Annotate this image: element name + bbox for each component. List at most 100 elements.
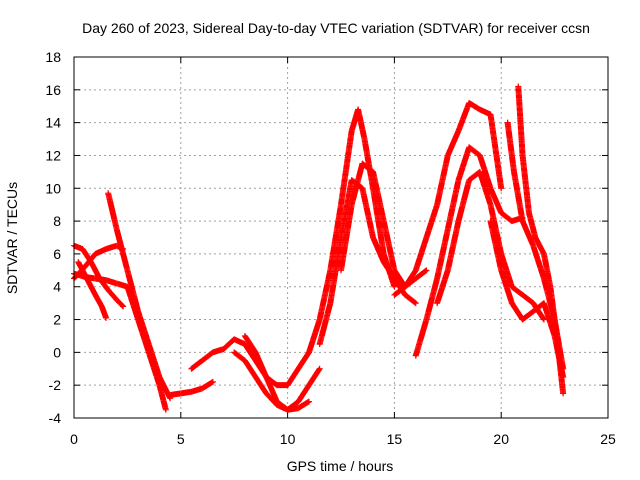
series-track-11 [316, 177, 419, 348]
data-point-trail [455, 178, 472, 223]
data-point-trail [477, 153, 494, 191]
data-point-trail [370, 186, 387, 256]
data-point-trail [253, 350, 269, 379]
data-point-trail [114, 297, 126, 309]
series-track-14 [412, 144, 526, 359]
data-point [412, 300, 419, 307]
series-track-9 [241, 332, 323, 413]
data-point-trail [338, 129, 355, 207]
series-track-12 [338, 160, 430, 290]
data-point-trail [532, 235, 547, 256]
data-point-trail [477, 170, 494, 207]
data-point-trail [157, 375, 173, 401]
data-point-trail [285, 366, 301, 388]
series-track-1 [71, 270, 169, 413]
data-point-trail [520, 219, 536, 248]
data-point-trail [189, 358, 205, 372]
series-track-5 [105, 190, 174, 402]
data-point [209, 378, 216, 385]
x-tick-label: 15 [387, 431, 403, 447]
data-point-trail [445, 129, 461, 158]
data-point-trail [511, 170, 526, 223]
data-point-trail [413, 268, 429, 281]
data-point-trail [242, 358, 258, 379]
data-point-trail [88, 260, 103, 281]
data-point [560, 390, 567, 397]
x-axis-label: GPS time / hours [287, 458, 394, 474]
data-point-trail [349, 161, 366, 207]
y-tick-label: 10 [45, 180, 61, 196]
data-point-trail [403, 292, 418, 306]
data-point-trail [200, 379, 215, 391]
data-point-trail [242, 333, 258, 355]
data-point [120, 303, 127, 310]
data-point-trail [232, 350, 247, 363]
series-track-18 [504, 119, 567, 372]
series-track-15 [434, 168, 547, 323]
data-point-trail [541, 276, 558, 322]
series-track-13 [391, 99, 505, 298]
data-point-trail [338, 178, 355, 240]
data-point-trail [402, 268, 419, 289]
data-point-trail [467, 144, 482, 158]
data-point-trail [360, 161, 376, 175]
data-point-trail [146, 342, 163, 379]
series-track-7 [188, 336, 291, 389]
data-point-trail [498, 268, 515, 305]
data-point-trail [135, 309, 152, 346]
data-point [560, 365, 567, 372]
data-point-trail [487, 112, 505, 190]
data-point-trail [156, 383, 169, 412]
data-point-trail [253, 375, 269, 396]
y-tick-label: 16 [45, 82, 61, 98]
data-point-trail [455, 145, 472, 182]
data-point-trail [487, 202, 504, 256]
data-point-trail [359, 186, 376, 240]
data-point [103, 314, 110, 321]
data-point-trail [84, 276, 98, 297]
data-point-trail [200, 350, 215, 363]
data-point-trail [520, 292, 536, 306]
data-point-trail [114, 227, 131, 273]
y-tick-label: 8 [53, 213, 61, 229]
data-point-trail [97, 276, 111, 293]
y-tick-label: -4 [49, 410, 62, 426]
data-point-trail [355, 107, 368, 141]
data-point-trail [392, 284, 408, 298]
data-point-trail [295, 350, 312, 371]
data-point-trail [445, 178, 462, 232]
data-point-trail [504, 120, 517, 174]
data-point-trail [526, 211, 539, 240]
data-point-trail [488, 186, 504, 215]
data-point [498, 185, 505, 192]
series-track-8 [231, 349, 312, 413]
y-tick-label: 6 [53, 246, 61, 262]
y-tick-label: 18 [45, 49, 61, 65]
x-tick-label: 20 [493, 431, 509, 447]
data-point-trail [434, 268, 451, 305]
data-point-trail [327, 202, 344, 273]
data-point-trail [520, 309, 536, 322]
data-point [162, 406, 169, 413]
data-point-trail [509, 284, 525, 298]
data-point-trail [296, 399, 311, 411]
data-point-trail [221, 337, 237, 352]
data-point-trail [423, 276, 440, 322]
data-point-trail [434, 227, 451, 281]
data-point-trail [423, 202, 440, 240]
data-point-trail [306, 317, 323, 355]
data-point-trail [519, 153, 532, 215]
y-tick-label: -2 [49, 377, 62, 393]
data-point-trail [509, 301, 525, 322]
y-tick-label: 4 [53, 279, 61, 295]
data-point [305, 398, 312, 405]
data-point-trail [467, 100, 482, 112]
data-point-trail [530, 243, 547, 281]
data-point [540, 316, 547, 323]
data-point-trail [370, 235, 387, 264]
series-track-6 [167, 378, 216, 399]
data-point-trail [380, 219, 398, 273]
data-point-trail [434, 153, 451, 207]
data-point-trail [92, 292, 105, 309]
